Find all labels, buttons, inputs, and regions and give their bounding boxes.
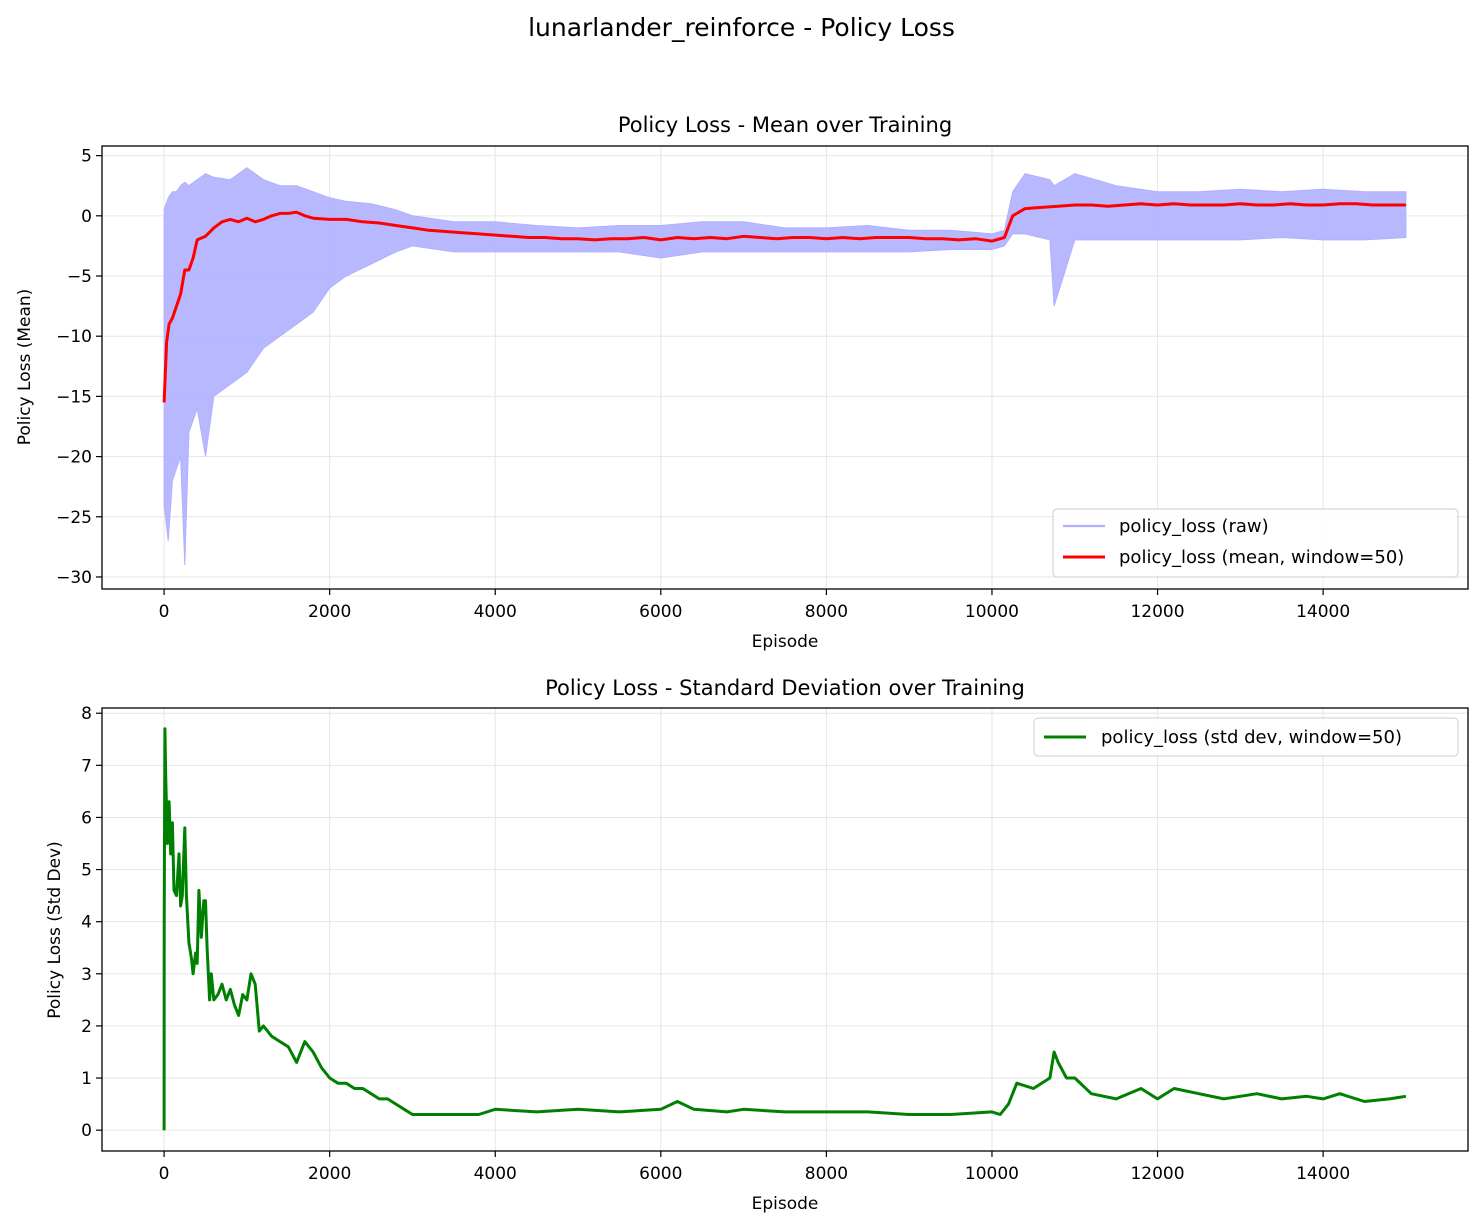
y-tick-label: 2: [81, 1017, 92, 1037]
std-plot-xlabel: Episode: [752, 1194, 819, 1214]
mean-plot-xlabel: Episode: [752, 632, 819, 652]
std-plot-grid: [102, 708, 1468, 1151]
mean-plot-frame: [101, 145, 1469, 590]
y-tick-label: 3: [81, 965, 92, 985]
mean-plot-ylabel: Policy Loss (Mean): [15, 289, 35, 446]
y-tick-label: −20: [56, 448, 92, 468]
x-tick-label: 10000: [965, 1164, 1019, 1184]
x-tick-label: 8000: [805, 1164, 848, 1184]
y-tick-label: −5: [67, 267, 92, 287]
y-tick-label: 5: [81, 861, 92, 881]
y-tick-label: 0: [81, 1121, 92, 1141]
std-plot-series: [162, 727, 1407, 1131]
mean-plot-y-ticks: −30 −25 −20 −15 −10 −5 0 5: [56, 147, 102, 588]
std-plot-title: Policy Loss - Standard Deviation over Tr…: [545, 676, 1025, 700]
figure-title: lunarlander_reinforce - Policy Loss: [528, 13, 955, 42]
y-tick-label: 7: [81, 756, 92, 776]
y-tick-label: 8: [81, 704, 92, 724]
x-tick-label: 4000: [474, 1164, 517, 1184]
legend-label-std: policy_loss (std dev, window=50): [1101, 727, 1402, 748]
x-tick-label: 6000: [639, 1164, 682, 1184]
legend-label-raw: policy_loss (raw): [1119, 516, 1269, 537]
x-tick-label: 6000: [639, 602, 682, 622]
x-tick-label: 10000: [965, 602, 1019, 622]
x-tick-label: 2000: [308, 1164, 351, 1184]
std-plot-y-ticks: 0 1 2 3 4 5 6 7 8: [81, 704, 102, 1141]
x-tick-label: 0: [159, 602, 170, 622]
std-plot-ylabel: Policy Loss (Std Dev): [45, 841, 65, 1019]
y-tick-label: −10: [56, 327, 92, 347]
std-plot-legend: policy_loss (std dev, window=50): [1033, 717, 1459, 757]
mean-plot-legend: policy_loss (raw) policy_loss (mean, win…: [1052, 508, 1459, 578]
x-tick-label: 14000: [1296, 602, 1350, 622]
x-tick-label: 2000: [308, 602, 351, 622]
std-plot-x-ticks: 0 2000 4000 6000 8000 10000 12000 14000: [159, 1151, 1350, 1184]
y-tick-label: 5: [81, 147, 92, 167]
x-tick-label: 12000: [1130, 602, 1184, 622]
y-tick-label: 6: [81, 808, 92, 828]
x-tick-label: 8000: [805, 602, 848, 622]
legend-label-mean: policy_loss (mean, window=50): [1119, 547, 1404, 568]
mean-plot-title: Policy Loss - Mean over Training: [618, 113, 952, 137]
mean-plot-legend-box: [1052, 508, 1459, 578]
std-plot-legend-box: [1033, 717, 1459, 757]
series-line-0-1: [162, 202, 1406, 403]
y-tick-label: 1: [81, 1069, 92, 1089]
x-tick-label: 4000: [474, 602, 517, 622]
y-tick-label: 4: [81, 913, 92, 933]
mean-plot-x-ticks: 0 2000 4000 6000 8000 10000 12000 14000: [159, 589, 1350, 622]
y-tick-label: 0: [81, 207, 92, 227]
mean-plot-series: [162, 167, 1407, 565]
series-raw-band: [163, 167, 1407, 565]
y-tick-label: −25: [56, 508, 92, 528]
x-tick-label: 14000: [1296, 1164, 1350, 1184]
mean-plot: Policy Loss - Mean over Training 0 2000 40…: [15, 113, 1469, 652]
y-tick-label: −30: [56, 568, 92, 588]
std-plot: Policy Loss - Standard Deviation over Tr…: [45, 676, 1469, 1214]
std-plot-frame: [101, 707, 1469, 1152]
x-tick-label: 0: [159, 1164, 170, 1184]
y-tick-label: −15: [56, 387, 92, 407]
series-line-1-0: [162, 727, 1407, 1131]
x-tick-label: 12000: [1130, 1164, 1184, 1184]
